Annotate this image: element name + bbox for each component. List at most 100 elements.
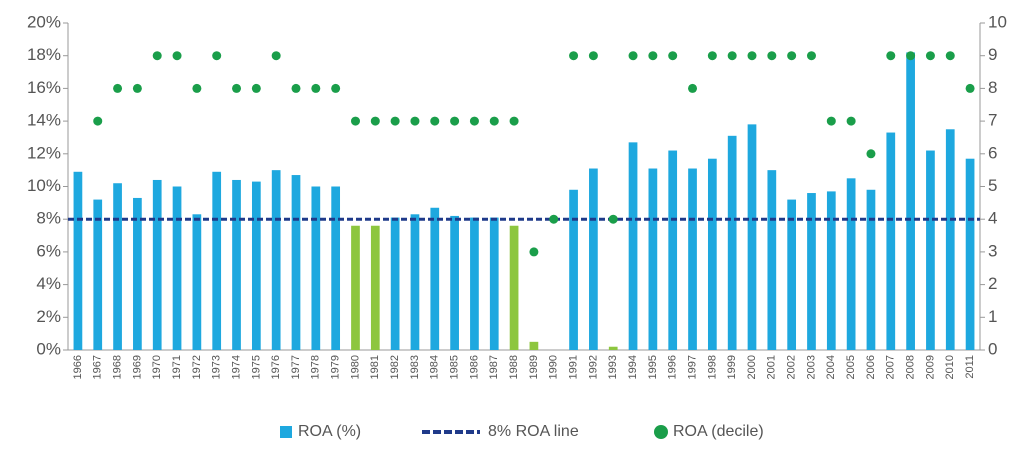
- x-tick-label: 1988: [508, 355, 520, 379]
- bar: [271, 170, 281, 350]
- legend-swatch: [280, 426, 292, 438]
- decile-dot: [787, 51, 797, 61]
- bar: [648, 168, 658, 350]
- decile-dot: [846, 116, 856, 126]
- x-tick-label: 1999: [726, 355, 738, 379]
- decile-dot: [925, 51, 935, 61]
- x-tick-label: 1991: [567, 355, 579, 379]
- bar: [628, 142, 638, 350]
- decile-dot: [628, 51, 638, 61]
- bar: [926, 150, 935, 350]
- y-tick-label: 0%: [36, 339, 61, 358]
- bar: [866, 189, 876, 350]
- decile-dot: [688, 83, 698, 93]
- x-tick-label: 2009: [924, 355, 936, 379]
- bar: [232, 179, 241, 350]
- bar: [767, 170, 777, 350]
- decile-dot: [707, 51, 717, 61]
- bar: [93, 199, 103, 350]
- decile-dot: [271, 51, 281, 61]
- y2-tick-label: 5: [988, 176, 997, 195]
- x-tick-label: 1998: [706, 355, 718, 379]
- decile-dot: [331, 83, 341, 93]
- bar: [113, 183, 122, 350]
- x-tick-label: 1977: [290, 355, 302, 379]
- x-tick-label: 2004: [825, 355, 837, 379]
- x-tick-label: 1995: [647, 355, 659, 379]
- x-tick-label: 1975: [250, 355, 262, 379]
- x-tick-label: 1973: [211, 355, 223, 379]
- x-tick-label: 2005: [845, 355, 857, 379]
- bar: [291, 175, 301, 350]
- bar: [73, 171, 83, 350]
- decile-dot: [806, 51, 816, 61]
- y2-tick-label: 4: [988, 209, 997, 228]
- decile-dot: [767, 51, 777, 61]
- y2-tick-label: 7: [988, 111, 997, 130]
- decile-dot: [132, 83, 142, 93]
- y-tick-label: 10%: [27, 176, 61, 195]
- bar: [212, 171, 222, 350]
- bar: [945, 129, 955, 350]
- x-tick-label: 2006: [865, 355, 877, 379]
- decile-dot: [588, 51, 598, 61]
- x-tick-label: 1984: [429, 355, 441, 379]
- decile-dot: [469, 116, 479, 126]
- decile-dot: [430, 116, 440, 126]
- x-tick-label: 2010: [944, 355, 956, 379]
- decile-dot: [350, 116, 360, 126]
- x-tick-label: 1980: [349, 355, 361, 379]
- decile-dot: [826, 116, 836, 126]
- decile-dot: [549, 214, 559, 224]
- y2-tick-label: 0: [988, 339, 997, 358]
- decile-dot: [93, 116, 103, 126]
- bar: [251, 181, 261, 350]
- bar: [707, 158, 717, 350]
- x-tick-label: 2002: [786, 355, 798, 379]
- decile-dot: [945, 51, 955, 61]
- y-tick-label: 6%: [36, 241, 61, 260]
- y-tick-label: 14%: [27, 111, 61, 130]
- bar: [311, 186, 321, 350]
- legend-swatch: [654, 425, 668, 439]
- bar: [133, 197, 142, 350]
- x-tick-label: 1985: [449, 355, 461, 379]
- bar: [172, 186, 182, 350]
- x-tick-label: 1971: [171, 355, 183, 379]
- x-tick-label: 2001: [766, 355, 778, 379]
- y-tick-label: 2%: [36, 307, 61, 326]
- bar: [608, 346, 618, 350]
- x-tick-label: 2000: [746, 355, 758, 379]
- x-tick-label: 2003: [805, 355, 817, 379]
- decile-dot: [489, 116, 499, 126]
- bar: [668, 150, 678, 350]
- x-tick-label: 1979: [330, 355, 342, 379]
- bar: [351, 225, 360, 350]
- decile-dot: [608, 214, 618, 224]
- y2-tick-label: 10: [988, 12, 1007, 31]
- x-tick-label: 1994: [627, 355, 639, 379]
- bar: [826, 191, 836, 350]
- decile-dot: [390, 116, 400, 126]
- y2-tick-label: 1: [988, 307, 997, 326]
- x-tick-label: 1990: [548, 355, 560, 379]
- y2-tick-label: 9: [988, 45, 997, 64]
- decile-dot: [965, 83, 975, 93]
- y2-tick-label: 8: [988, 78, 997, 97]
- bar: [906, 52, 915, 351]
- bar: [509, 225, 519, 350]
- legend-label: ROA (decile): [673, 423, 764, 440]
- decile-dot: [450, 116, 460, 126]
- decile-dot: [370, 116, 380, 126]
- x-tick-label: 1970: [151, 355, 163, 379]
- x-tick-label: 2007: [885, 355, 897, 379]
- x-tick-label: 1969: [131, 355, 143, 379]
- decile-dot: [152, 51, 162, 61]
- decile-dot: [866, 149, 876, 159]
- decile-dot: [569, 51, 579, 61]
- decile-dot: [529, 247, 539, 257]
- y2-tick-label: 2: [988, 274, 997, 293]
- bar: [787, 199, 797, 350]
